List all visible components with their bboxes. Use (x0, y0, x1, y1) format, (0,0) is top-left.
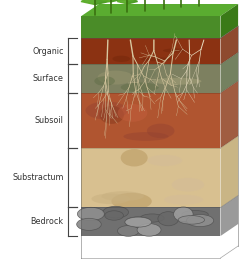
Ellipse shape (121, 149, 148, 167)
Bar (81, 148, 221, 207)
Polygon shape (81, 4, 238, 16)
Ellipse shape (140, 214, 164, 222)
Ellipse shape (112, 193, 152, 210)
Ellipse shape (94, 76, 115, 86)
Ellipse shape (123, 132, 168, 141)
Polygon shape (95, 0, 109, 4)
Ellipse shape (125, 217, 152, 227)
Polygon shape (221, 81, 238, 148)
Ellipse shape (137, 223, 161, 236)
Ellipse shape (147, 155, 182, 166)
Bar (81, 38, 221, 64)
Ellipse shape (105, 211, 123, 220)
Polygon shape (127, 0, 138, 4)
Ellipse shape (174, 207, 193, 221)
Ellipse shape (178, 216, 204, 224)
Ellipse shape (153, 78, 202, 85)
Ellipse shape (92, 193, 130, 204)
Polygon shape (221, 26, 238, 64)
Text: Bedrock: Bedrock (31, 217, 64, 226)
Ellipse shape (125, 217, 151, 228)
Ellipse shape (98, 71, 133, 85)
Polygon shape (99, 0, 111, 2)
Polygon shape (221, 4, 238, 38)
Ellipse shape (85, 101, 127, 120)
Ellipse shape (172, 178, 204, 192)
Ellipse shape (77, 207, 104, 221)
Bar (81, 93, 221, 148)
Ellipse shape (147, 124, 174, 138)
Polygon shape (117, 0, 127, 4)
Ellipse shape (99, 106, 124, 124)
Polygon shape (221, 195, 238, 236)
Ellipse shape (164, 195, 203, 205)
Bar (81, 207, 221, 236)
Ellipse shape (121, 83, 159, 92)
Ellipse shape (163, 48, 186, 53)
Ellipse shape (182, 211, 208, 218)
Polygon shape (111, 0, 122, 2)
Text: Subsoil: Subsoil (35, 116, 64, 125)
Ellipse shape (141, 57, 171, 61)
Polygon shape (221, 52, 238, 93)
Ellipse shape (103, 206, 129, 218)
Text: Surface: Surface (33, 74, 64, 83)
Ellipse shape (186, 214, 214, 227)
Ellipse shape (102, 191, 144, 201)
Ellipse shape (118, 104, 147, 122)
Ellipse shape (131, 68, 156, 79)
Text: Organic: Organic (32, 47, 64, 56)
Ellipse shape (77, 218, 101, 230)
Bar (81, 64, 221, 93)
Ellipse shape (158, 212, 179, 226)
Text: Substractum: Substractum (12, 173, 64, 182)
Polygon shape (221, 136, 238, 207)
Ellipse shape (112, 56, 130, 62)
Polygon shape (81, 0, 95, 4)
Ellipse shape (118, 226, 139, 236)
Bar (81, 16, 221, 38)
